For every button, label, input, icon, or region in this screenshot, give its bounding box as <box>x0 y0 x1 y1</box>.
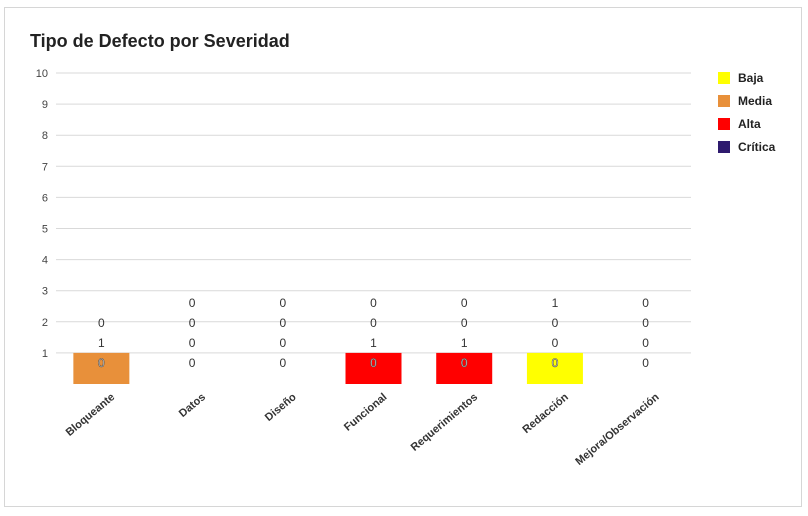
data-label: 0 <box>98 316 105 330</box>
legend-item: Baja <box>718 66 775 89</box>
y-tick-label: 5 <box>42 224 48 236</box>
bar-baja <box>526 352 583 384</box>
y-tick-label: 9 <box>42 99 48 111</box>
legend-label: Baja <box>738 70 764 85</box>
data-label: 1 <box>370 336 377 350</box>
bar-alta <box>345 352 402 384</box>
legend-label: Alta <box>738 116 761 131</box>
data-label: 0 <box>279 356 286 370</box>
legend-item: Media <box>718 89 775 112</box>
data-label: 1 <box>461 336 468 350</box>
data-label: 0 <box>189 356 196 370</box>
data-label: 0 <box>189 296 196 310</box>
data-label: 0 <box>552 336 559 350</box>
x-tick-label: Mejora/Observación <box>573 391 661 468</box>
legend-swatch <box>718 117 730 130</box>
data-label: 0 <box>98 356 105 370</box>
x-tick-label: Requerimientos <box>409 391 480 454</box>
chart-title: Tipo de Defecto por Severidad <box>30 31 290 51</box>
data-label: 0 <box>370 296 377 310</box>
x-tick-label: Redacción <box>521 391 572 436</box>
x-tick-label: Funcional <box>342 391 390 434</box>
legend-label: Media <box>738 93 773 108</box>
data-label: 0 <box>370 356 377 370</box>
data-label: 0 <box>642 316 649 330</box>
data-label: 0 <box>279 316 286 330</box>
data-label: 0 <box>189 316 196 330</box>
y-tick-label: 2 <box>42 317 48 329</box>
y-tick-label: 4 <box>42 255 48 267</box>
data-label: 0 <box>461 316 468 330</box>
legend-swatch <box>718 71 730 84</box>
y-tick-label: 1 <box>42 348 48 360</box>
x-tick-label: Datos <box>177 391 208 420</box>
y-tick-label: 3 <box>42 286 48 298</box>
legend-swatch <box>718 94 730 107</box>
data-label: 1 <box>98 336 105 350</box>
data-label: 0 <box>642 296 649 310</box>
legend-item: Alta <box>718 112 775 135</box>
legend-label: Crítica <box>738 139 776 154</box>
data-label: 0 <box>552 316 559 330</box>
bar-media <box>73 352 130 384</box>
data-label: 0 <box>461 356 468 370</box>
x-tick-label: Diseño <box>263 391 299 424</box>
data-label: 0 <box>552 356 559 370</box>
chart-card <box>4 7 802 507</box>
data-label: 0 <box>189 336 196 350</box>
bar-alta <box>436 352 493 384</box>
y-tick-label: 6 <box>42 192 48 204</box>
chart-legend: Baja Media Alta Crítica <box>718 66 775 158</box>
data-label: 0 <box>279 336 286 350</box>
data-label: 0 <box>461 296 468 310</box>
data-label: 0 <box>370 316 377 330</box>
y-tick-label: 7 <box>42 161 48 173</box>
data-label: 0 <box>279 296 286 310</box>
x-tick-label: Bloqueante <box>64 391 118 439</box>
data-label: 0 <box>642 336 649 350</box>
data-label: 0 <box>642 356 649 370</box>
legend-item: Crítica <box>718 135 775 158</box>
y-tick-label: 8 <box>42 130 48 142</box>
y-tick-label: 10 <box>36 68 48 80</box>
data-label: 1 <box>552 296 559 310</box>
legend-swatch <box>718 140 730 153</box>
